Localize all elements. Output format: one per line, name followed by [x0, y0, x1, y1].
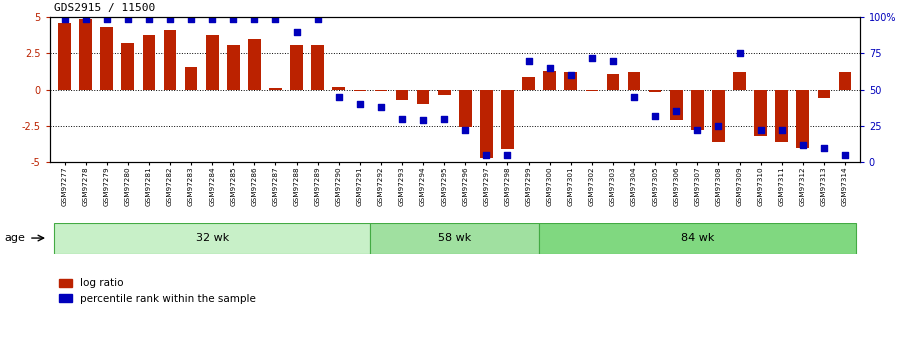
- Point: [605, 58, 620, 63]
- Bar: [80, 19, 92, 90]
- Bar: [54, 223, 370, 254]
- Bar: [227, 45, 240, 90]
- Bar: [291, 45, 303, 90]
- Bar: [691, 90, 704, 130]
- Point: [691, 128, 705, 133]
- Bar: [164, 30, 176, 90]
- Point: [838, 152, 853, 158]
- Bar: [58, 23, 71, 90]
- Text: 32 wk: 32 wk: [195, 233, 229, 243]
- Point: [100, 16, 114, 21]
- Point: [205, 16, 219, 21]
- Bar: [332, 87, 345, 90]
- Bar: [459, 90, 472, 127]
- Point: [226, 16, 241, 21]
- Point: [247, 16, 262, 21]
- Bar: [649, 90, 662, 92]
- Bar: [143, 34, 156, 90]
- Legend: log ratio, percentile rank within the sample: log ratio, percentile rank within the sa…: [55, 274, 260, 308]
- Point: [775, 128, 789, 133]
- Point: [753, 128, 767, 133]
- Point: [268, 16, 282, 21]
- Bar: [354, 90, 367, 91]
- Point: [331, 94, 346, 100]
- Bar: [606, 74, 619, 90]
- Point: [627, 94, 642, 100]
- Point: [711, 123, 726, 129]
- Point: [479, 152, 493, 158]
- Point: [310, 16, 325, 21]
- Bar: [522, 77, 535, 90]
- Point: [395, 116, 409, 121]
- Bar: [776, 90, 788, 142]
- Point: [648, 113, 662, 119]
- Bar: [375, 90, 387, 91]
- Point: [184, 16, 198, 21]
- Point: [732, 51, 747, 56]
- Bar: [417, 90, 430, 104]
- Bar: [586, 90, 598, 91]
- Bar: [205, 34, 218, 90]
- Bar: [121, 43, 134, 90]
- Bar: [248, 39, 261, 90]
- Bar: [565, 72, 577, 90]
- Point: [564, 72, 578, 78]
- Point: [79, 16, 93, 21]
- Point: [458, 128, 472, 133]
- Bar: [370, 223, 539, 254]
- Bar: [796, 90, 809, 148]
- Point: [416, 117, 431, 123]
- Point: [437, 116, 452, 121]
- Bar: [543, 71, 556, 90]
- Bar: [311, 45, 324, 90]
- Bar: [817, 90, 830, 98]
- Point: [542, 65, 557, 71]
- Point: [521, 58, 536, 63]
- Bar: [839, 72, 852, 90]
- Point: [290, 29, 304, 34]
- Bar: [670, 90, 682, 120]
- Point: [669, 109, 683, 114]
- Bar: [501, 90, 514, 149]
- Bar: [733, 72, 746, 90]
- Bar: [185, 67, 197, 90]
- Text: 58 wk: 58 wk: [438, 233, 472, 243]
- Point: [163, 16, 177, 21]
- Bar: [539, 223, 855, 254]
- Point: [353, 101, 367, 107]
- Point: [795, 142, 810, 148]
- Bar: [395, 90, 408, 100]
- Point: [374, 104, 388, 110]
- Bar: [712, 90, 725, 142]
- Bar: [100, 27, 113, 90]
- Point: [500, 152, 515, 158]
- Bar: [438, 90, 451, 96]
- Bar: [480, 90, 492, 158]
- Bar: [628, 72, 641, 90]
- Bar: [754, 90, 767, 136]
- Text: 84 wk: 84 wk: [681, 233, 714, 243]
- Text: GDS2915 / 11500: GDS2915 / 11500: [54, 3, 156, 13]
- Point: [585, 55, 599, 61]
- Text: age: age: [5, 233, 25, 243]
- Point: [816, 145, 831, 150]
- Point: [57, 16, 71, 21]
- Point: [120, 16, 135, 21]
- Bar: [269, 88, 281, 90]
- Point: [142, 16, 157, 21]
